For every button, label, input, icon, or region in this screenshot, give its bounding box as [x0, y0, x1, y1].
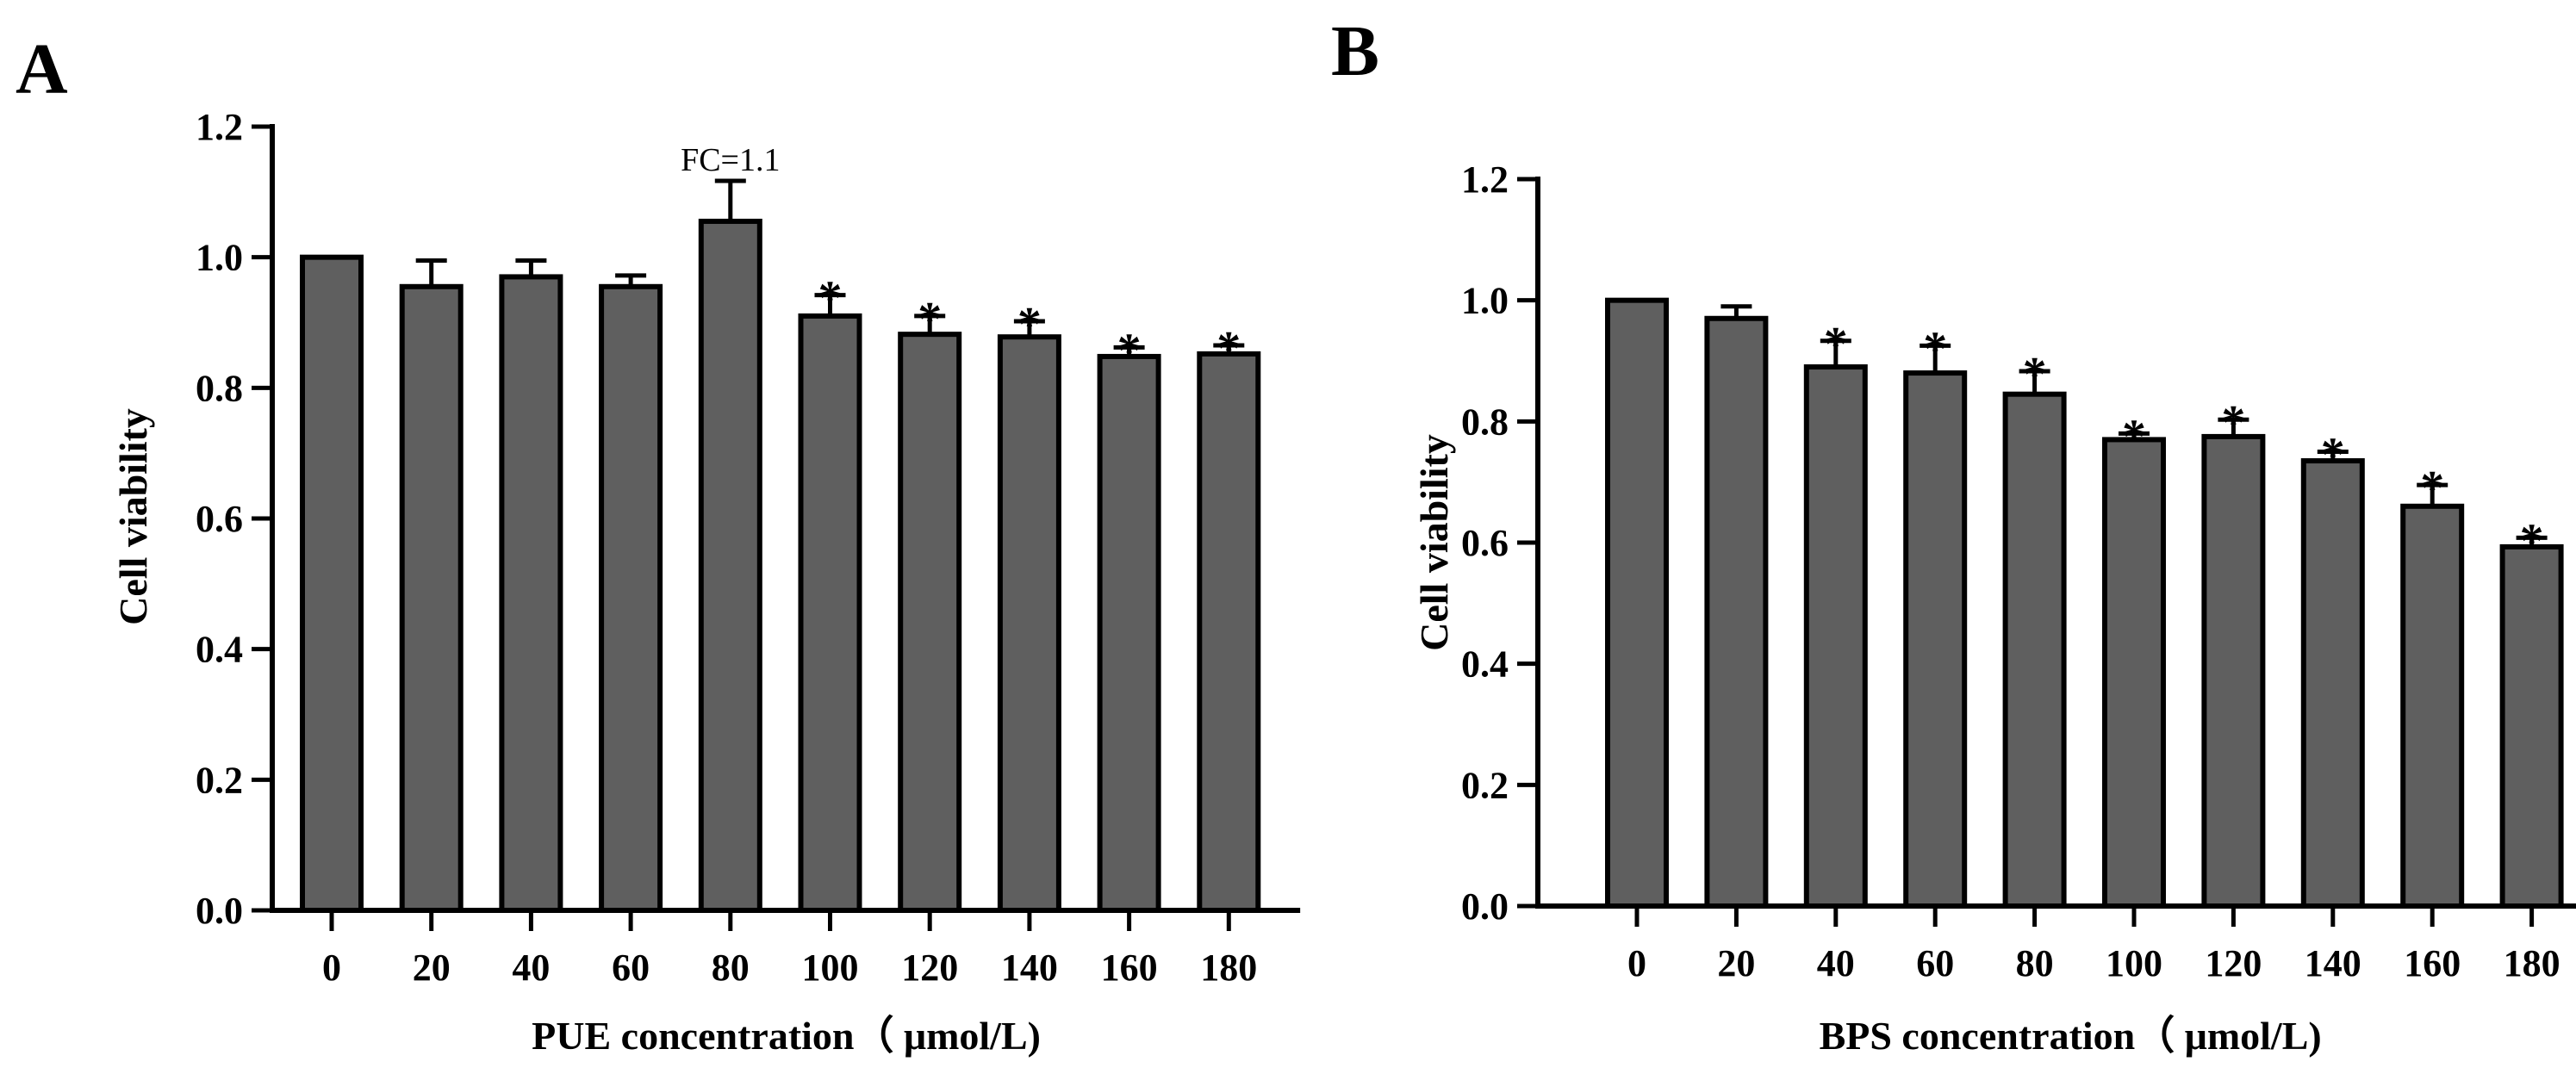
bar-160 — [2400, 503, 2465, 909]
bar-40 — [499, 274, 563, 913]
x-tick-label-80: 80 — [712, 947, 750, 989]
bar-60 — [1903, 370, 1968, 909]
significance-star-80: * — [2023, 348, 2047, 401]
bar-140 — [997, 334, 1061, 913]
bar-140 — [2300, 458, 2365, 909]
bar-160 — [1097, 353, 1161, 913]
y-tick-label-0.2: 0.2 — [1461, 764, 1509, 806]
x-tick-label-20: 20 — [1717, 942, 1755, 984]
bar-100 — [2102, 437, 2166, 909]
x-tick-label-0: 0 — [1627, 942, 1646, 984]
x-tick-label-20: 20 — [413, 947, 451, 989]
significance-star-60: * — [1923, 322, 1947, 376]
y-axis-title: Cell viability — [111, 408, 155, 625]
y-tick-label-0.8: 0.8 — [1461, 400, 1509, 443]
x-tick-label-140: 140 — [1001, 947, 1058, 989]
x-tick-label-140: 140 — [2305, 942, 2361, 984]
x-tick-label-80: 80 — [2016, 942, 2054, 984]
y-tick-label-1.0: 1.0 — [196, 237, 243, 279]
bar-20 — [399, 283, 464, 913]
y-tick-label-1.2: 1.2 — [196, 106, 243, 148]
x-tick-label-40: 40 — [1817, 942, 1855, 984]
bar-80 — [2002, 391, 2067, 909]
significance-star-40: * — [1824, 318, 1848, 371]
y-tick-label-0.4: 0.4 — [196, 629, 243, 671]
significance-star-100: * — [818, 272, 843, 326]
x-axis-title: PUE concentration（ μmol/L) — [532, 1014, 1041, 1058]
significance-star-180: * — [1216, 322, 1241, 376]
x-tick-label-160: 160 — [2404, 942, 2461, 984]
x-tick-label-40: 40 — [512, 947, 550, 989]
fold-change-annotation: FC=1.1 — [681, 142, 780, 178]
y-tick-label-0.6: 0.6 — [1461, 522, 1509, 564]
x-axis-title: BPS concentration（ μmol/L) — [1820, 1014, 2322, 1058]
x-tick-label-60: 60 — [612, 947, 650, 989]
y-axis-title: Cell viability — [1412, 434, 1456, 651]
bar-60 — [599, 283, 663, 913]
y-tick-label-0.0: 0.0 — [1461, 885, 1509, 928]
x-tick-label-100: 100 — [2106, 942, 2162, 984]
significance-star-140: * — [2321, 429, 2345, 482]
bar-0 — [1605, 297, 1669, 909]
significance-star-120: * — [2221, 396, 2245, 450]
bar-40 — [1803, 364, 1868, 909]
x-tick-label-180: 180 — [1200, 947, 1257, 989]
y-tick-label-1.2: 1.2 — [1461, 158, 1509, 201]
significance-star-160: * — [2420, 462, 2444, 515]
y-tick-label-0.0: 0.0 — [196, 890, 243, 932]
panel-label-a: A — [16, 29, 68, 109]
bar-100 — [798, 313, 862, 913]
x-tick-label-0: 0 — [322, 947, 341, 989]
bar-0 — [300, 254, 364, 913]
bar-180 — [2499, 543, 2564, 909]
x-tick-label-120: 120 — [2205, 942, 2262, 984]
x-tick-label-160: 160 — [1101, 947, 1158, 989]
x-tick-label-60: 60 — [1916, 942, 1954, 984]
bar-180 — [1197, 351, 1261, 913]
bar-120 — [2201, 433, 2266, 909]
y-tick-label-0.4: 0.4 — [1461, 643, 1509, 686]
x-tick-label-100: 100 — [802, 947, 859, 989]
y-tick-label-0.2: 0.2 — [196, 759, 243, 801]
significance-star-120: * — [918, 293, 942, 346]
y-tick-label-0.6: 0.6 — [196, 498, 243, 540]
y-tick-label-1.0: 1.0 — [1461, 280, 1509, 322]
x-tick-label-180: 180 — [2504, 942, 2560, 984]
bar-20 — [1704, 315, 1769, 909]
bar-80 — [698, 218, 762, 914]
chart-panel-a: A * * * * * FC=1.1 0.0 0.2 0.4 0.6 0.8 1.0 1.2 0 20 40 60… — [16, 29, 1301, 1058]
significance-star-180: * — [2520, 514, 2544, 568]
significance-star-140: * — [1017, 298, 1042, 351]
panel-label-b: B — [1331, 11, 1379, 91]
chart-panel-b: B * * * * * * * * 0.0 0.2 0.4 0.6 0.8 1.0 1.2 0 20 40 60 80 1… — [1331, 11, 2576, 1058]
significance-star-100: * — [2122, 410, 2146, 463]
significance-star-160: * — [1117, 324, 1142, 377]
y-tick-label-0.8: 0.8 — [196, 367, 243, 409]
x-tick-label-120: 120 — [901, 947, 958, 989]
bar-120 — [898, 332, 962, 913]
